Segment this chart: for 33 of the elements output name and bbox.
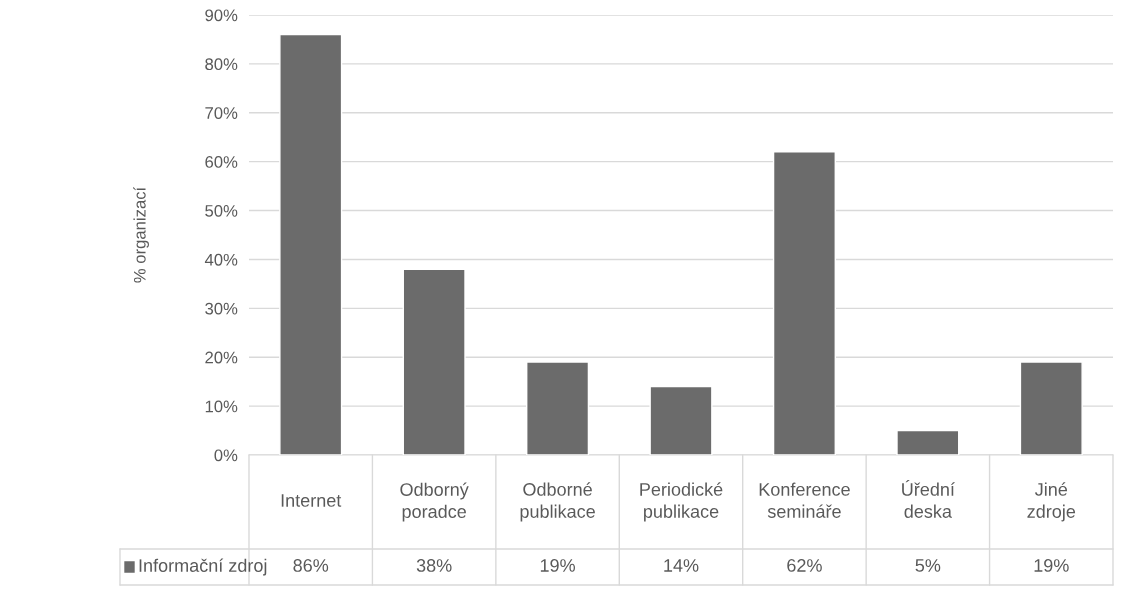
data-label: 14%	[664, 559, 699, 572]
bar	[649, 385, 713, 455]
x-tick-label: Jiné zdroje	[1027, 482, 1076, 522]
bar	[896, 429, 960, 455]
x-tick-label: Odborné publikace	[520, 482, 595, 522]
y-tick-label: 10%	[205, 400, 238, 413]
bar	[279, 33, 343, 455]
data-label: 62%	[787, 559, 822, 572]
data-label: 86%	[293, 559, 329, 572]
data-label: 5%	[915, 559, 941, 572]
x-tick-label: Úřední deska	[902, 479, 955, 518]
bar	[772, 151, 836, 455]
y-tick-label: 20%	[205, 351, 238, 364]
x-tick-label: Konference semináře	[759, 482, 850, 518]
y-axis-title: % organizací	[133, 186, 149, 283]
y-tick-label: 60%	[205, 156, 238, 168]
x-tick-label: Internet	[281, 494, 342, 507]
x-tick-label: Periodické publikace	[640, 482, 723, 522]
data-label: 19%	[540, 559, 575, 572]
data-label: 19%	[1034, 559, 1069, 572]
bar	[1019, 361, 1083, 455]
y-tick-label: 80%	[205, 58, 238, 71]
legend-label: Informační zdroj	[139, 558, 267, 576]
bar	[402, 268, 466, 455]
y-tick-label: 30%	[205, 302, 238, 315]
bar	[526, 361, 590, 455]
data-label: 38%	[416, 559, 452, 572]
y-tick-label: 90%	[205, 9, 238, 22]
y-tick-label: 70%	[205, 107, 238, 119]
y-tick-label: 0%	[214, 449, 238, 462]
x-tick-label: Odborný poradce	[400, 482, 469, 522]
y-tick-label: 50%	[205, 204, 238, 217]
y-tick-label: 40%	[204, 253, 238, 266]
